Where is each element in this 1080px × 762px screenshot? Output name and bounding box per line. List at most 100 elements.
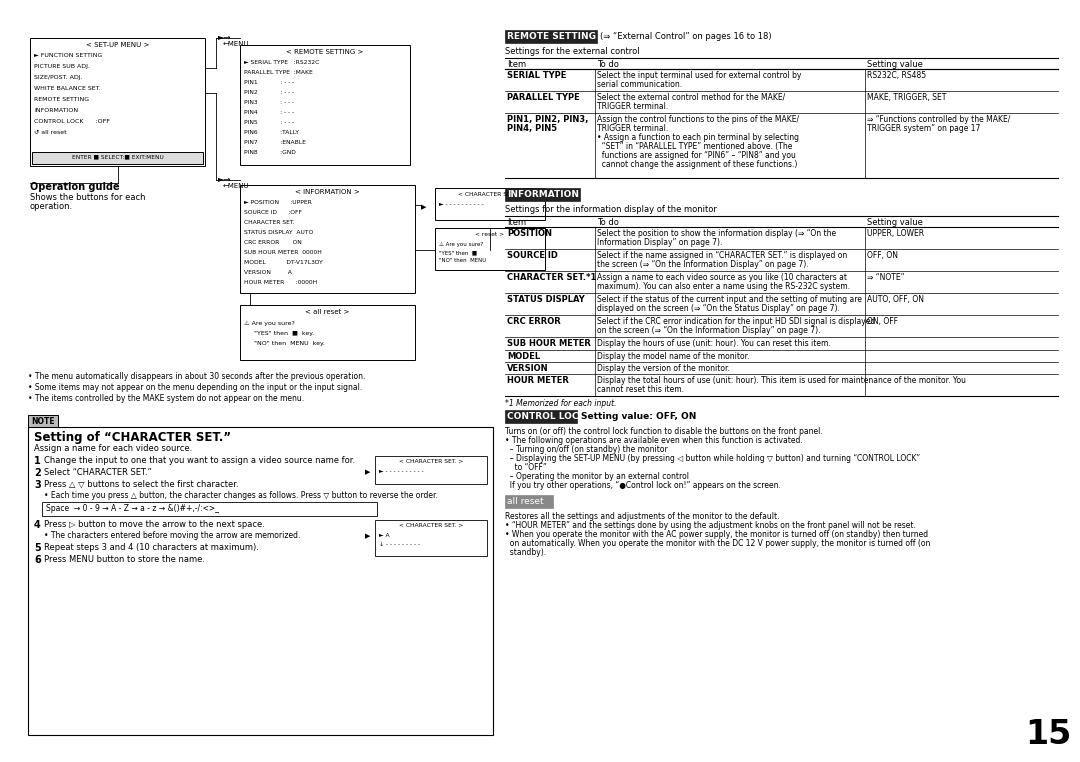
Text: Item: Item — [507, 218, 526, 227]
Text: < CHARACTER SET. >: < CHARACTER SET. > — [399, 459, 463, 464]
Text: "NO" then  MENU: "NO" then MENU — [438, 258, 486, 263]
Bar — [375, 520, 487, 556]
Text: • “HOUR METER” and the settings done by using the adjustment knobs on the front : • “HOUR METER” and the settings done by … — [505, 521, 916, 530]
Text: ⇒ “NOTE”: ⇒ “NOTE” — [867, 273, 905, 282]
Bar — [505, 30, 597, 43]
Text: OFF, ON: OFF, ON — [867, 251, 897, 260]
Text: PIN3            : - - -: PIN3 : - - - — [244, 100, 294, 105]
Text: INFORMATION: INFORMATION — [33, 108, 78, 113]
Text: serial communication.: serial communication. — [597, 80, 683, 89]
Text: • The following operations are available even when this function is activated.: • The following operations are available… — [505, 436, 802, 445]
Text: *1 Memorized for each input.: *1 Memorized for each input. — [505, 399, 617, 408]
Text: TRIGGER system” on page 17: TRIGGER system” on page 17 — [867, 124, 981, 133]
Text: • The menu automatically disappears in about 30 seconds after the previous opera: • The menu automatically disappears in a… — [28, 372, 365, 381]
Text: PIN2            : - - -: PIN2 : - - - — [244, 90, 294, 95]
Text: (⇒ “External Control” on pages 16 to 18): (⇒ “External Control” on pages 16 to 18) — [600, 32, 771, 41]
Text: 5: 5 — [33, 543, 41, 553]
Text: TRIGGER terminal.: TRIGGER terminal. — [597, 124, 669, 133]
Text: CONTROL LOCK: CONTROL LOCK — [507, 412, 585, 421]
Text: SIZE/POST. ADJ.: SIZE/POST. ADJ. — [33, 75, 83, 80]
Text: Select the external control method for the MAKE/: Select the external control method for t… — [597, 93, 785, 102]
Text: ↓ - - - - - - - - -: ↓ - - - - - - - - - — [379, 542, 420, 547]
Text: Display the version of the monitor.: Display the version of the monitor. — [597, 364, 730, 373]
Text: < CHARACTER SET. >: < CHARACTER SET. > — [458, 192, 523, 197]
Text: AUTO, OFF, ON: AUTO, OFF, ON — [867, 295, 924, 304]
Bar — [435, 228, 545, 270]
Text: Assign a name to each video source as you like (10 characters at: Assign a name to each video source as yo… — [597, 273, 847, 282]
Bar — [28, 427, 492, 735]
Text: Select the input terminal used for external control by: Select the input terminal used for exter… — [597, 71, 801, 80]
Text: RS232C, RS485: RS232C, RS485 — [867, 71, 927, 80]
Text: • Some items may not appear on the menu depending on the input or the input sign: • Some items may not appear on the menu … — [28, 383, 362, 392]
Text: CHARACTER SET.: CHARACTER SET. — [244, 220, 295, 225]
Text: SUB HOUR METER: SUB HOUR METER — [507, 339, 591, 348]
Text: PIN6            :TALLY: PIN6 :TALLY — [244, 130, 299, 135]
Bar — [505, 495, 553, 508]
Text: PIN7            :ENABLE: PIN7 :ENABLE — [244, 140, 306, 145]
Text: Assign a name for each video source.: Assign a name for each video source. — [33, 444, 192, 453]
Text: Display the total hours of use (unit: hour). This item is used for maintenance o: Display the total hours of use (unit: ho… — [597, 376, 966, 385]
Text: MAKE, TRIGGER, SET: MAKE, TRIGGER, SET — [867, 93, 946, 102]
Text: STATUS DISPLAY: STATUS DISPLAY — [507, 295, 584, 304]
Text: the screen (⇒ “On the Information Display” on page 7).: the screen (⇒ “On the Information Displa… — [597, 260, 809, 269]
Text: ←MENU: ←MENU — [222, 41, 249, 47]
Text: Select if the status of the current input and the setting of muting are: Select if the status of the current inpu… — [597, 295, 862, 304]
Text: Select “CHARACTER SET.”: Select “CHARACTER SET.” — [44, 468, 152, 477]
Text: ▶: ▶ — [365, 533, 370, 539]
Text: Select the position to show the information display (⇒ “On the: Select the position to show the informat… — [597, 229, 836, 238]
Text: – Operating the monitor by an external control: – Operating the monitor by an external c… — [505, 472, 689, 481]
Text: Assign the control functions to the pins of the MAKE/: Assign the control functions to the pins… — [597, 115, 799, 124]
Text: Item: Item — [507, 60, 526, 69]
Text: ←MENU: ←MENU — [222, 183, 249, 189]
Text: all reset: all reset — [507, 497, 543, 506]
Text: ► - - - - - - - - - -: ► - - - - - - - - - - — [379, 469, 423, 474]
Text: HOUR METER      :0000H: HOUR METER :0000H — [244, 280, 318, 285]
Bar — [240, 305, 415, 360]
Text: Press ▷ button to move the arrow to the next space.: Press ▷ button to move the arrow to the … — [44, 520, 265, 529]
Text: 6: 6 — [33, 555, 41, 565]
Text: PIN1, PIN2, PIN3,: PIN1, PIN2, PIN3, — [507, 115, 589, 124]
Text: Setting value: OFF, ON: Setting value: OFF, ON — [581, 412, 697, 421]
Text: “SET” in “PARALLEL TYPE” mentioned above. (The: “SET” in “PARALLEL TYPE” mentioned above… — [597, 142, 793, 151]
Text: Select if the name assigned in “CHARACTER SET.” is displayed on: Select if the name assigned in “CHARACTE… — [597, 251, 847, 260]
Text: WHITE BALANCE SET.: WHITE BALANCE SET. — [33, 86, 100, 91]
Text: Settings for the information display of the monitor: Settings for the information display of … — [505, 205, 717, 214]
Text: ► FUNCTION SETTING: ► FUNCTION SETTING — [33, 53, 103, 58]
Text: – Displaying the SET-UP MENU (by pressing ◁ button while holding ▽ button) and t: – Displaying the SET-UP MENU (by pressin… — [505, 454, 920, 463]
Text: Turns on (or off) the control lock function to disable the buttons on the front : Turns on (or off) the control lock funct… — [505, 427, 823, 436]
Text: cannot change the assignment of these functions.): cannot change the assignment of these fu… — [597, 160, 797, 169]
Bar — [505, 188, 580, 201]
Text: < all reset >: < all reset > — [306, 309, 350, 315]
Text: < reset >: < reset > — [475, 232, 504, 237]
Text: on the screen (⇒ “On the Information Display” on page 7).: on the screen (⇒ “On the Information Dis… — [597, 326, 821, 335]
Text: ⚠ Are you sure?: ⚠ Are you sure? — [244, 321, 295, 326]
Text: Space  → 0 - 9 → A - Z → a - z → &()#+,-/:<>_: Space → 0 - 9 → A - Z → a - z → &()#+,-/… — [46, 504, 219, 513]
Text: cannot reset this item.: cannot reset this item. — [597, 385, 684, 394]
Text: SOURCE ID      :OFF: SOURCE ID :OFF — [244, 210, 302, 215]
Bar — [240, 45, 410, 165]
Text: TRIGGER terminal.: TRIGGER terminal. — [597, 102, 669, 111]
Text: Press MENU button to store the name.: Press MENU button to store the name. — [44, 555, 205, 564]
Text: REMOTE SETTING: REMOTE SETTING — [507, 32, 596, 41]
Text: "YES" then  ■  key.: "YES" then ■ key. — [254, 331, 314, 336]
Text: UPPER, LOWER: UPPER, LOWER — [867, 229, 924, 238]
Text: SOURCE ID: SOURCE ID — [507, 251, 558, 260]
Text: SUB HOUR METER  0000H: SUB HOUR METER 0000H — [244, 250, 322, 255]
Text: VERSION         A: VERSION A — [244, 270, 292, 275]
Text: Setting value: Setting value — [867, 218, 923, 227]
Bar — [240, 185, 415, 293]
Text: 4: 4 — [33, 520, 41, 530]
Text: ► POSITION      :UPPER: ► POSITION :UPPER — [244, 200, 312, 205]
Text: ►→: ►→ — [218, 175, 231, 184]
Bar — [42, 502, 377, 516]
Text: ►→: ►→ — [218, 33, 231, 42]
Text: Operation guide: Operation guide — [30, 182, 120, 192]
Bar — [28, 415, 58, 427]
Text: < CHARACTER SET. >: < CHARACTER SET. > — [399, 523, 463, 528]
Text: Setting value: Setting value — [867, 60, 923, 69]
Text: on automatically. When you operate the monitor with the DC 12 V power supply, th: on automatically. When you operate the m… — [505, 539, 930, 548]
Text: 1: 1 — [33, 456, 41, 466]
Text: • Each time you press △ button, the character changes as follows. Press ▽ button: • Each time you press △ button, the char… — [44, 491, 437, 500]
Text: standby).: standby). — [505, 548, 546, 557]
Text: to “OFF”: to “OFF” — [505, 463, 546, 472]
